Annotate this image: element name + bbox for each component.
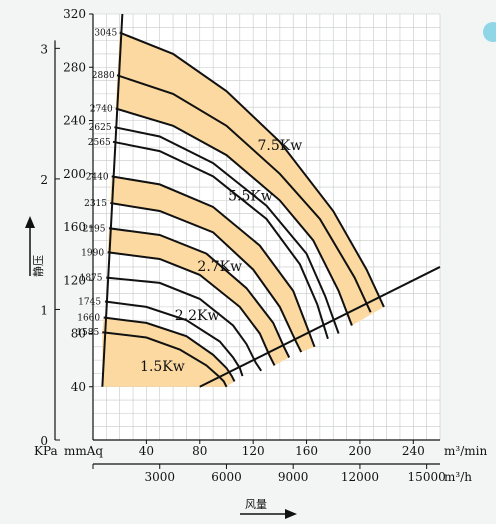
axes: [25, 13, 440, 519]
rpm-label: 1990: [81, 248, 104, 258]
rpm-label: 2440: [86, 172, 109, 182]
rpm-label: 2315: [84, 199, 107, 209]
y-mmaq-tick-label: 40: [71, 380, 86, 394]
y-mmaq-tick-label: 320: [63, 7, 86, 21]
power-label: 7.5Kw: [257, 138, 302, 154]
corner-indicator-dot: [483, 22, 496, 42]
rpm-label: 2195: [83, 224, 106, 234]
rpm-curve-2315: [110, 202, 303, 353]
rpm-curve-3045: [119, 31, 385, 308]
x-hour-tick-label: 6000: [211, 470, 242, 484]
x-hour-tick-label: 9000: [278, 470, 309, 484]
power-label: 1.5Kw: [140, 359, 185, 375]
x-min-tick-label: 40: [139, 444, 154, 458]
rpm-curve-2625: [114, 126, 340, 334]
rpm-curve-1875: [106, 276, 263, 372]
rpm-curve-2195: [108, 227, 291, 358]
x-hour-tick-label: 12000: [341, 470, 379, 484]
power-label: 2.2Kw: [175, 308, 220, 324]
y-mmaq-tick-label: 120: [63, 273, 86, 287]
x-unit-hour: m³/h: [444, 470, 472, 484]
right-boundary-line: [199, 266, 441, 388]
rpm-label: 3045: [94, 29, 117, 39]
rpm-label: 2740: [90, 105, 113, 115]
x-unit-min: m³/min: [444, 444, 487, 458]
rpm-label: 1660: [77, 314, 100, 324]
rpm-label: 2625: [89, 123, 112, 133]
x-hour-tick-label: 15000: [408, 470, 446, 484]
shaded-band-2440-2315: [110, 176, 315, 353]
y-mmaq-tick-label: 200: [63, 167, 86, 181]
y-kpa-tick-label: 1: [40, 303, 48, 317]
rpm-label: 2565: [88, 138, 111, 148]
rpm-curve-1745: [104, 300, 244, 377]
shaded-band-3045-2740: [115, 32, 384, 326]
x-min-tick-label: 200: [348, 444, 371, 458]
y-mmaq-tick-label: 280: [63, 60, 86, 74]
x-hour-tick-label: 3000: [144, 470, 175, 484]
rpm-curve-2740: [115, 107, 353, 326]
y-kpa-tick-label: 2: [40, 173, 48, 187]
y-axis-title-arrow-head: [25, 216, 35, 228]
x-min-tick-label: 80: [192, 444, 207, 458]
rpm-curve-1660: [103, 316, 236, 382]
shaded-band-bottom: [102, 332, 227, 387]
x-min-tick-label: 160: [295, 444, 318, 458]
y-mmaq-tick-label: 160: [63, 220, 86, 234]
rpm-label: 1875: [80, 274, 103, 284]
rpm-curve-2880: [116, 74, 372, 313]
y-mmaq-tick-label: 80: [71, 327, 86, 341]
power-label: 2.7Kw: [197, 259, 242, 275]
x-min-tick-label: 120: [242, 444, 265, 458]
rpm-curve-1585: [102, 331, 228, 388]
rpm-curve-2440: [111, 175, 316, 348]
rpm-label: 1585: [76, 328, 99, 338]
left-boundary-line: [101, 13, 124, 387]
x-axis-title-arrow-head: [285, 509, 297, 519]
y-kpa-tick-label: 3: [40, 42, 48, 56]
power-label: 5.5Kw: [228, 188, 273, 204]
rpm-label: 1745: [78, 298, 101, 308]
y-unit-kpa: KPa: [34, 444, 58, 458]
rpm-label: 2880: [92, 71, 115, 81]
rpm-curve-2565: [112, 140, 329, 340]
rpm-curve-1990: [107, 251, 276, 366]
y-kpa-tick-label: 0: [40, 434, 48, 448]
rpm-curves: [101, 13, 441, 388]
x-axis-title: 风量: [245, 498, 267, 511]
y-unit-mmaq: mmAq: [64, 444, 103, 458]
shaded-band-1660-1585: [102, 317, 235, 387]
y-axis-title: 静压: [31, 255, 45, 277]
x-min-tick-label: 240: [402, 444, 425, 458]
labels: 40 80 120 160 200 240 280 320 0 1 2 3 KPa mmAq 40 80 120…: [31, 7, 487, 511]
y-mmaq-tick-label: 240: [63, 114, 86, 128]
